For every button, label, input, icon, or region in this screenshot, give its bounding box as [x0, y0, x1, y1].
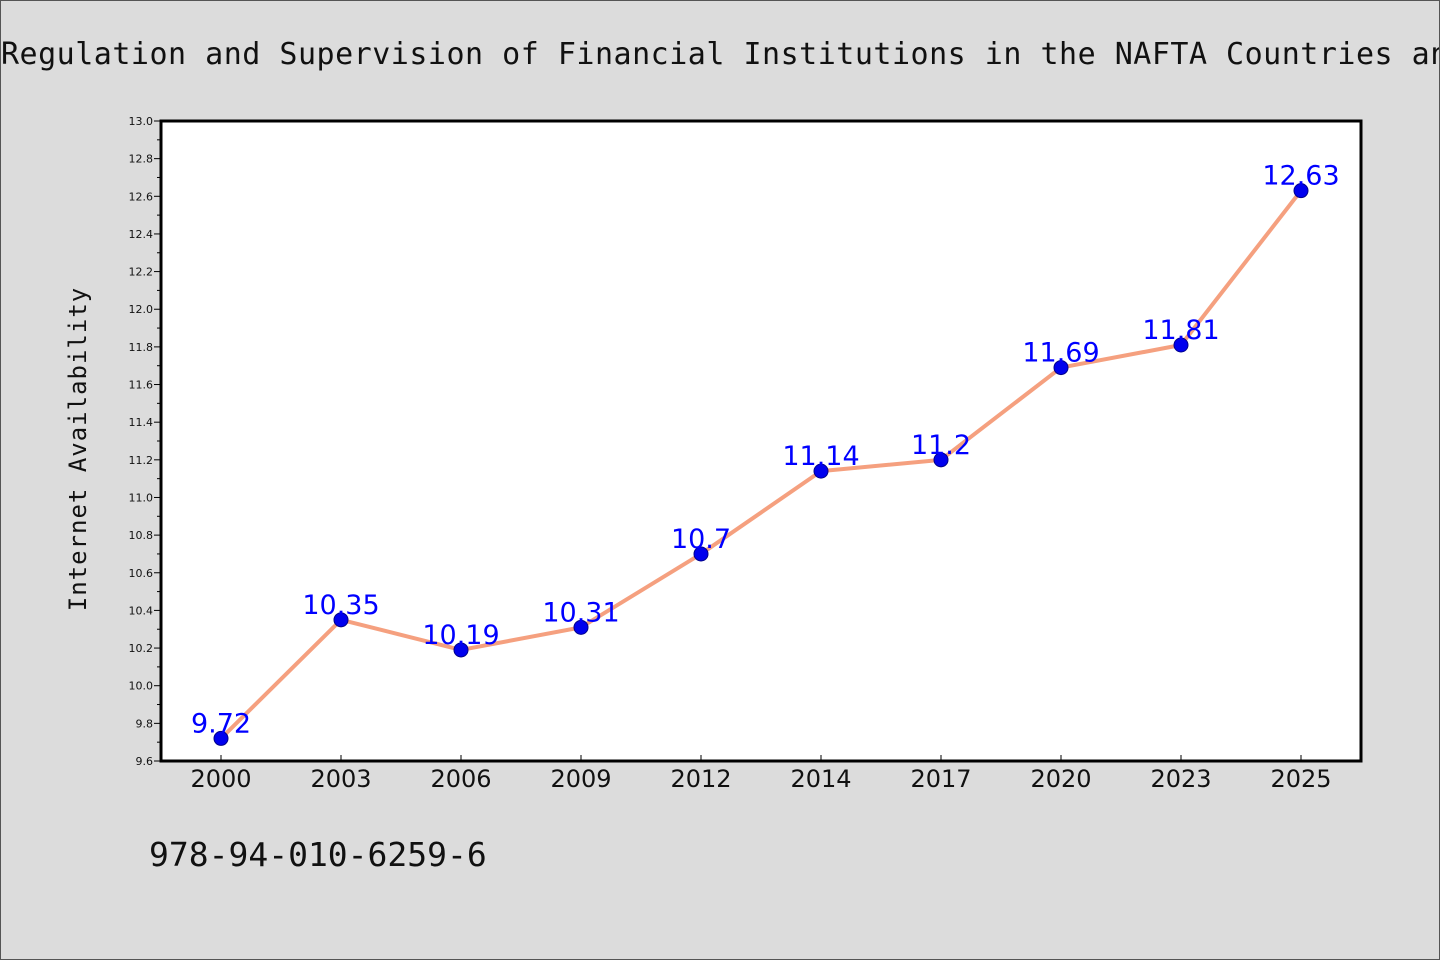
x-tick-label: 2023: [1150, 765, 1211, 793]
data-point: [213, 730, 229, 746]
data-label: 12.63: [1262, 161, 1339, 192]
y-tick-label: 11.4: [129, 416, 154, 429]
isbn-text: 978-94-010-6259-6: [149, 835, 487, 874]
data-label: 10.31: [542, 597, 619, 628]
x-tick-label: 2017: [910, 765, 971, 793]
x-tick-label: 2006: [430, 765, 491, 793]
data-label: 11.81: [1142, 315, 1219, 346]
x-tick-label: 2009: [550, 765, 611, 793]
chart-title: Regulation and Supervision of Financial …: [1, 37, 1440, 72]
x-tick-label: 2025: [1270, 765, 1331, 793]
data-label: 11.2: [911, 430, 971, 461]
data-point: [453, 642, 469, 658]
y-tick-label: 11.0: [129, 491, 154, 504]
data-label: 9.72: [191, 708, 251, 739]
y-tick-label: 9.8: [136, 717, 154, 730]
y-tick-label: 10.0: [129, 680, 154, 693]
data-point: [933, 452, 949, 468]
y-tick-label: 10.8: [129, 529, 154, 542]
y-tick-label: 10.4: [129, 604, 154, 617]
y-tick-label: 12.6: [129, 190, 154, 203]
series-0: 9.72 10.35 10.19 10.31 10.7 11.14 11.2 11.69 11.…: [191, 161, 1340, 746]
y-tick-label: 13.0: [129, 115, 154, 128]
y-axis: 9.6 9.8 10.0 10.2 10.4 10.6 10.8 11.0 11.2 11.4 11…: [129, 115, 161, 768]
y-tick-label: 12.4: [129, 228, 154, 241]
data-point: [333, 612, 349, 628]
plot-area: [159, 119, 1363, 763]
y-tick-label: 12.8: [129, 153, 154, 166]
x-tick-label: 2003: [310, 765, 371, 793]
y-tick-label: 9.6: [136, 755, 154, 768]
data-label: 10.7: [671, 524, 731, 555]
x-tick-label: 2014: [790, 765, 851, 793]
x-tick-label: 2020: [1030, 765, 1091, 793]
y-tick-label: 10.2: [129, 642, 154, 655]
data-point: [693, 546, 709, 562]
y-axis-label: Internet Availability: [64, 287, 92, 611]
data-point: [1173, 337, 1189, 353]
data-point: [573, 619, 589, 635]
y-tick-label: 10.6: [129, 567, 154, 580]
data-point: [813, 463, 829, 479]
y-tick-label: 11.2: [129, 454, 154, 467]
x-tick-label: 2000: [190, 765, 251, 793]
y-tick-label: 12.2: [129, 266, 154, 279]
data-label: 10.19: [422, 620, 499, 651]
data-label: 10.35: [302, 590, 379, 621]
y-tick-label: 11.6: [129, 379, 154, 392]
y-tick-label: 11.8: [129, 341, 154, 354]
series-line: [219, 189, 1303, 740]
x-axis: 2000 2003 2006 2009 2012 2014 2017 2020 2023 2025: [190, 755, 1332, 793]
data-point: [1053, 360, 1069, 376]
x-tick-label: 2012: [670, 765, 731, 793]
data-label: 11.14: [782, 441, 859, 472]
y-tick-label: 12.0: [129, 303, 154, 316]
data-label: 11.69: [1022, 338, 1099, 369]
data-point: [1293, 183, 1309, 199]
